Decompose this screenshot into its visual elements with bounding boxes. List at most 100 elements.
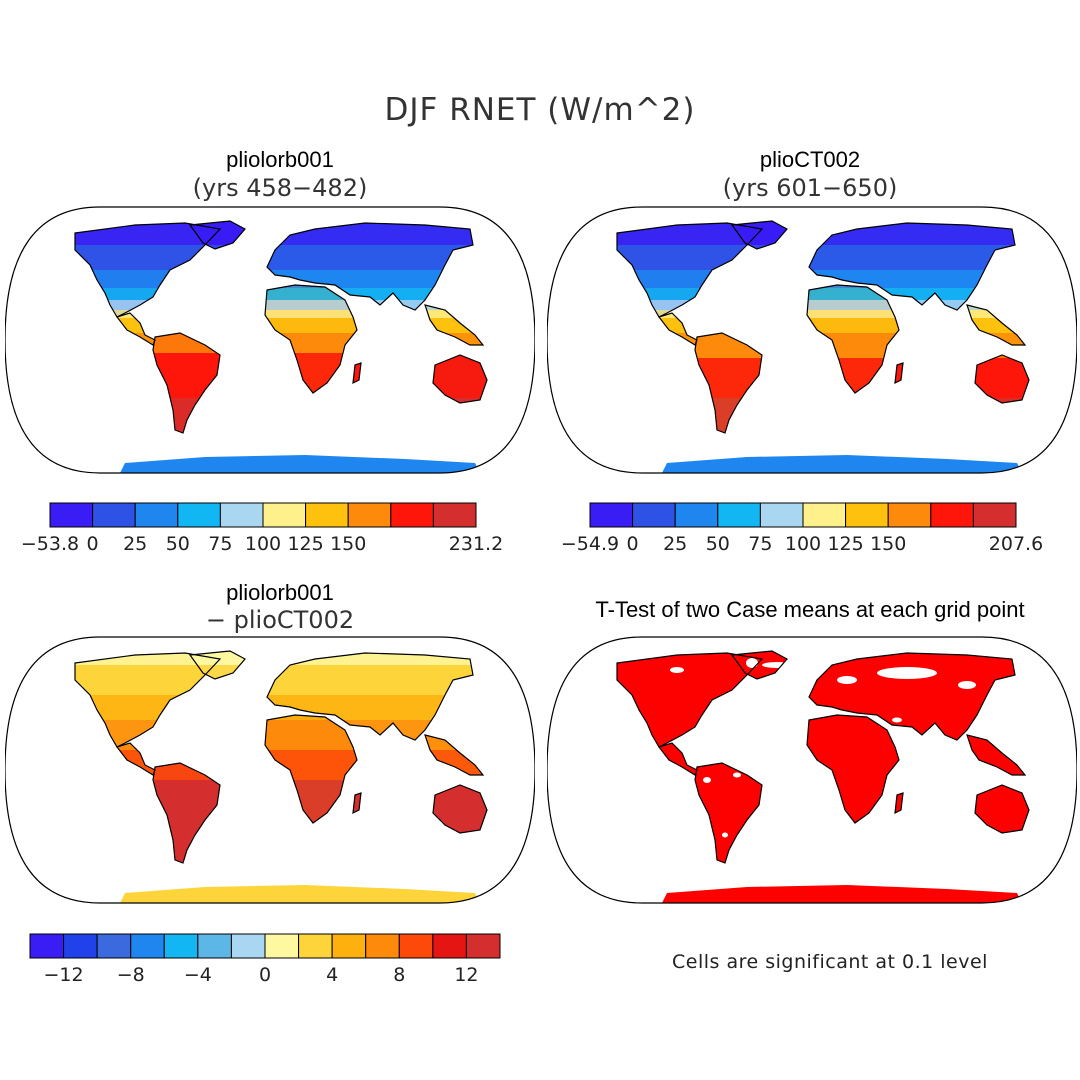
colorbar-tick-label: 150 bbox=[870, 533, 906, 555]
field-band bbox=[75, 245, 487, 270]
nonsignificant-cell bbox=[892, 717, 902, 723]
colorbar-swatch bbox=[930, 502, 974, 528]
coastline-eurasia bbox=[808, 652, 1016, 741]
land-australia bbox=[975, 785, 1029, 833]
coastline-australia bbox=[432, 354, 488, 404]
colorbar-tick-label: 12 bbox=[454, 964, 478, 986]
colorbar-swatch bbox=[49, 502, 94, 528]
coastline-australia bbox=[974, 354, 1030, 404]
land-samerica bbox=[695, 763, 762, 863]
colorbar-tick-label: 4 bbox=[326, 964, 338, 986]
land-africa bbox=[807, 715, 899, 823]
colorbar-swatch bbox=[365, 933, 400, 959]
colorbar-tick-label: 0 bbox=[627, 533, 639, 555]
panel2-subtitle: (yrs 601−650) bbox=[722, 174, 898, 202]
colorbar-tick-label: 75 bbox=[208, 533, 232, 555]
panel1-map bbox=[5, 206, 535, 474]
coastline-namerica bbox=[74, 652, 222, 748]
coastline-samerica bbox=[152, 332, 221, 434]
figure-title: DJF RNET (W/m^2) bbox=[384, 92, 696, 128]
colorbar-swatch bbox=[63, 933, 98, 959]
map-border bbox=[547, 636, 1077, 904]
panel2-map bbox=[547, 206, 1077, 474]
land-antarctica bbox=[120, 455, 480, 473]
colorbar-tick-label: 25 bbox=[123, 533, 147, 555]
field-band bbox=[75, 221, 487, 245]
colorbar-swatch bbox=[177, 502, 221, 528]
colorbar-swatch bbox=[759, 502, 804, 528]
colorbar-swatch bbox=[390, 502, 434, 528]
colorbar-tick-label: 0 bbox=[259, 964, 271, 986]
coastline-seasia bbox=[424, 304, 485, 346]
land-namerica bbox=[617, 653, 762, 747]
coastline-eurasia bbox=[266, 222, 474, 311]
field-band bbox=[617, 300, 1029, 310]
colorbar-swatch bbox=[230, 933, 266, 959]
colorbar-swatch bbox=[802, 502, 847, 528]
coastline-africa bbox=[806, 714, 900, 824]
colorbar-swatch bbox=[717, 502, 761, 528]
colorbar-swatch bbox=[632, 502, 676, 528]
colorbar-tick-label: −53.8 bbox=[21, 533, 79, 555]
coastline-madagascar bbox=[894, 792, 904, 815]
coastline-seasia bbox=[966, 304, 1027, 346]
map-border bbox=[5, 206, 535, 474]
colorbar-swatch bbox=[197, 933, 232, 959]
colorbar-tick-label: 100 bbox=[785, 533, 821, 555]
nonsignificant-cell bbox=[670, 667, 684, 673]
coastline-africa bbox=[806, 284, 900, 394]
nonsignificant-cell bbox=[837, 676, 857, 684]
colorbar-swatch bbox=[432, 502, 477, 528]
coastline-greenland bbox=[730, 650, 788, 680]
panel4-title: T-Test of two Case means at each grid po… bbox=[595, 597, 1025, 622]
coastline-greenland bbox=[188, 650, 246, 680]
map-border bbox=[547, 206, 1077, 474]
field-band bbox=[75, 333, 487, 353]
colorbar-swatch bbox=[887, 502, 932, 528]
land-greenland bbox=[732, 651, 787, 679]
coastline-samerica bbox=[694, 762, 763, 864]
coastline-madagascar bbox=[352, 362, 362, 385]
field-band bbox=[75, 651, 487, 665]
nonsignificant-cell bbox=[733, 772, 741, 778]
colorbar-swatch bbox=[398, 933, 434, 959]
field-band bbox=[75, 750, 487, 780]
coastline-seasia bbox=[966, 734, 1027, 776]
field-band bbox=[617, 358, 1029, 398]
panel2-title: plioCT002 bbox=[759, 147, 861, 172]
colorbar-swatch bbox=[29, 933, 65, 959]
coastline-samerica bbox=[694, 332, 763, 434]
colorbar-swatch bbox=[432, 933, 467, 959]
nonsignificant-cell bbox=[788, 747, 806, 753]
panel3-subtitle: − plioCT002 bbox=[205, 606, 355, 634]
field-band bbox=[75, 353, 487, 398]
colorbar-swatch bbox=[163, 933, 199, 959]
colorbar-tick-label: 75 bbox=[748, 533, 772, 555]
nonsignificant-cell bbox=[722, 832, 728, 838]
colorbar-swatch bbox=[298, 933, 333, 959]
panel3-title: pliolorb001 bbox=[226, 580, 334, 605]
field-band bbox=[617, 318, 1029, 333]
panel3-map bbox=[5, 636, 535, 904]
colorbar-swatch bbox=[674, 502, 719, 528]
colorbar-swatch bbox=[130, 933, 165, 959]
field-band bbox=[617, 245, 1029, 270]
colorbar-swatch bbox=[92, 502, 136, 528]
coastline-eurasia bbox=[808, 222, 1016, 311]
panel3-colorbar: −12 −8 −4 0 4 8 12 bbox=[29, 933, 501, 986]
panel2-colorbar: −54.9 0 25 50 75 100 125 150 207.6 bbox=[561, 502, 1043, 555]
nonsignificant-cell bbox=[762, 662, 792, 668]
coastline-greenland bbox=[188, 220, 246, 250]
coastline-namerica bbox=[616, 222, 764, 318]
field-band bbox=[75, 398, 487, 433]
colorbar-swatch bbox=[589, 502, 634, 528]
coastline-madagascar bbox=[894, 362, 904, 385]
colorbar-swatch bbox=[331, 933, 367, 959]
colorbar-tick-label: −4 bbox=[184, 964, 212, 986]
colorbar-tick-label: 25 bbox=[663, 533, 687, 555]
field-band bbox=[617, 221, 1029, 245]
colorbar-swatch bbox=[96, 933, 132, 959]
panel1-colorbar: −53.8 0 25 50 75 100 125 150 231.2 bbox=[21, 502, 503, 555]
colorbar-swatch bbox=[264, 933, 300, 959]
land-antarctica bbox=[662, 885, 1022, 903]
